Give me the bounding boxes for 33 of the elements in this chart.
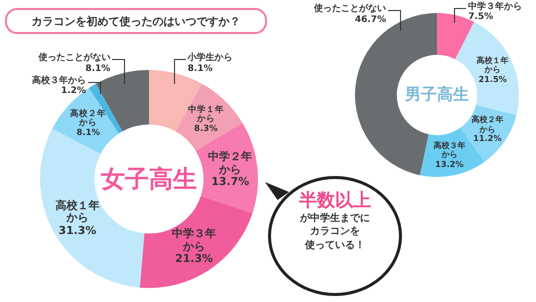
data-label: 13.2% [435,158,464,169]
slice-label: 高校２年から [471,114,504,134]
text: 使っている！ [304,238,366,252]
text: 女子高生 [101,164,197,195]
slice-label: 中学３年から [172,227,216,253]
slice-label: 使ったことがない [314,4,386,14]
data-label: 11.2% [473,133,502,144]
data-label: 1.2% [60,86,86,96]
data-label: 13.7% [211,175,250,188]
slice-label: 高校１年から [476,54,509,74]
data-label: 31.3% [58,224,96,237]
text: 半数以上 [298,190,372,212]
data-label: 8.1% [188,64,213,74]
slice-label: 高校３年から [32,76,86,86]
slice-label: 使ったことがない [38,53,110,64]
slice-label: 高校３年から [433,140,466,160]
slice-label: 中学１年から [188,104,224,124]
slice-label: 高校１年から [55,198,100,224]
data-label: 21.5% [478,74,507,84]
data-label: 46.7% [354,14,386,25]
chart-title: カラコンを初めて使ったのはいつですか？ [5,8,267,34]
data-label: 8.1% [85,64,110,74]
text: カラコンを [309,225,361,239]
text: が中学生までに [299,212,371,226]
slice-label: 小学生から [188,53,233,64]
slice-label: 中学３年から [468,2,522,12]
data-label: 8.1% [76,128,100,138]
data-label: 8.3% [194,124,218,134]
text: 男子高生 [405,84,469,106]
slice-label: 高校２年から [70,108,106,128]
data-label: 7.5% [468,12,494,22]
slice-label: 中学２年から [208,150,252,176]
data-label: 21.3% [175,252,213,266]
